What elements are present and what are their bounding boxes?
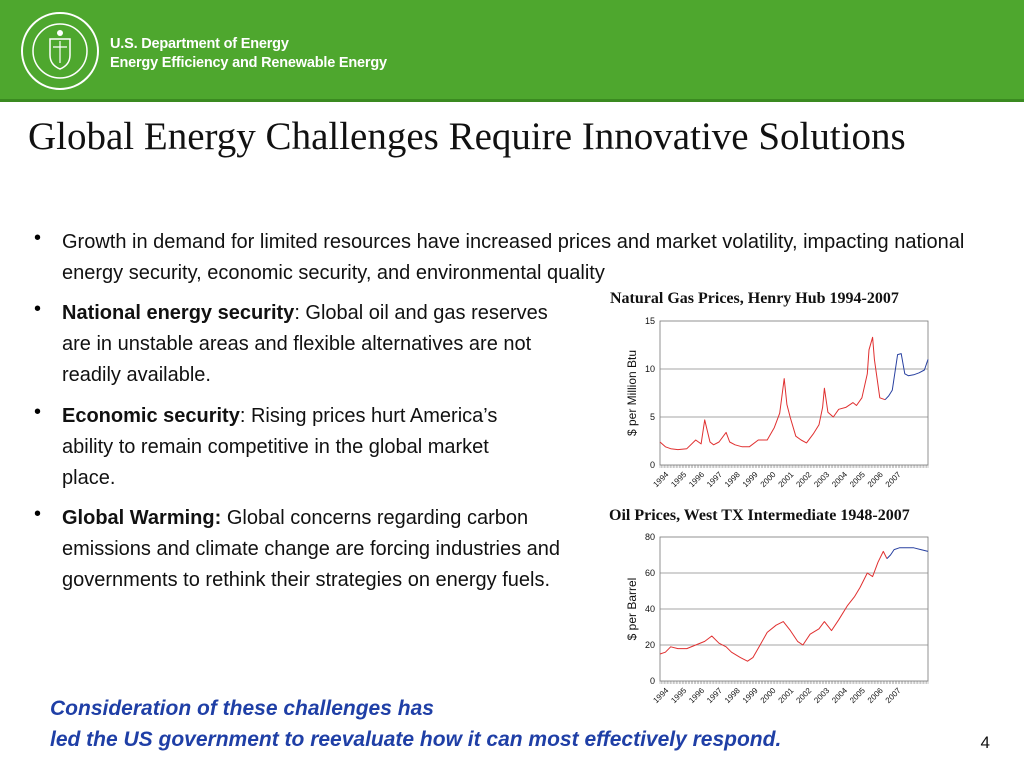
y-tick-label: 40 — [645, 604, 655, 614]
bullet-3-lead: Economic security — [62, 405, 240, 427]
x-tick-label: 2000 — [759, 470, 778, 489]
series-line-2 — [886, 547, 929, 559]
x-tick-label: 1995 — [669, 470, 688, 489]
bullet-dot: • — [34, 503, 42, 525]
x-tick-label: 2003 — [812, 470, 831, 489]
x-tick-label: 1994 — [651, 470, 670, 489]
conclusion-text: Consideration of these challenges has le… — [50, 693, 970, 755]
bullet-4-lead: Global Warming: — [62, 507, 222, 529]
y-tick-label: 80 — [645, 532, 655, 542]
gas-price-chart: 0510151994199519961997199819992000200120… — [625, 316, 929, 489]
agency-name: U.S. Department of Energy Energy Efficie… — [110, 35, 387, 73]
bullet-3: Economic security: Rising prices hurt Am… — [62, 401, 532, 494]
agency-line-2: Energy Efficiency and Renewable Energy — [110, 55, 387, 71]
bullet-2: National energy security: Global oil and… — [62, 298, 567, 391]
series-line-1 — [659, 336, 886, 451]
series-line-1 — [659, 550, 888, 662]
y-tick-label: 20 — [645, 640, 655, 650]
bullet-1-text: Growth in demand for limited resources h… — [62, 231, 965, 284]
x-tick-label: 1998 — [723, 470, 742, 489]
oil-chart-title: Oil Prices, West TX Intermediate 1948-20… — [609, 507, 910, 524]
y-tick-label: 10 — [645, 364, 655, 374]
y-axis-label: $ per Million Btu — [625, 350, 639, 436]
bullet-2-lead: National energy security — [62, 302, 295, 324]
x-tick-label: 1997 — [705, 470, 724, 489]
x-tick-label: 1996 — [687, 470, 706, 489]
slide-title: Global Energy Challenges Require Innovat… — [28, 115, 906, 158]
y-tick-label: 0 — [650, 460, 655, 470]
series-line-2 — [884, 353, 929, 401]
bullet-4: Global Warming: Global concerns regardin… — [62, 503, 602, 596]
header-banner: U.S. Department of Energy Energy Efficie… — [0, 0, 1024, 102]
bullet-dot: • — [34, 227, 42, 249]
x-tick-label: 2004 — [830, 470, 849, 489]
gas-chart-title: Natural Gas Prices, Henry Hub 1994-2007 — [610, 290, 899, 307]
x-tick-label: 2001 — [777, 470, 796, 489]
bullet-1: Growth in demand for limited resources h… — [62, 227, 1012, 289]
conclusion-line-1: Consideration of these challenges has — [50, 697, 434, 720]
y-axis-label: $ per Barrel — [625, 578, 639, 641]
x-tick-label: 2005 — [848, 470, 867, 489]
y-tick-label: 5 — [650, 412, 655, 422]
x-tick-label: 2006 — [866, 470, 885, 489]
bullet-4-text: Global concerns regarding carbon emissio… — [62, 507, 561, 591]
x-tick-label: 1999 — [741, 470, 760, 489]
agency-line-1: U.S. Department of Energy — [110, 36, 289, 52]
bullet-dot: • — [34, 401, 42, 423]
oil-price-chart: 0204060801994199519961997199819992000200… — [625, 532, 929, 705]
doe-seal-icon — [21, 12, 99, 90]
y-tick-label: 0 — [650, 676, 655, 686]
bullet-2-text: : Global oil and gas reserves are in uns… — [62, 302, 548, 386]
x-tick-label: 2002 — [794, 470, 813, 489]
y-tick-label: 60 — [645, 568, 655, 578]
bullet-3-text: : Rising prices hurt America’s ability t… — [62, 405, 498, 489]
page-number: 4 — [980, 733, 990, 752]
x-tick-label: 2007 — [884, 470, 903, 489]
bullet-dot: • — [34, 298, 42, 320]
y-tick-label: 15 — [645, 316, 655, 326]
conclusion-line-2: led the US government to reevaluate how … — [50, 728, 782, 751]
